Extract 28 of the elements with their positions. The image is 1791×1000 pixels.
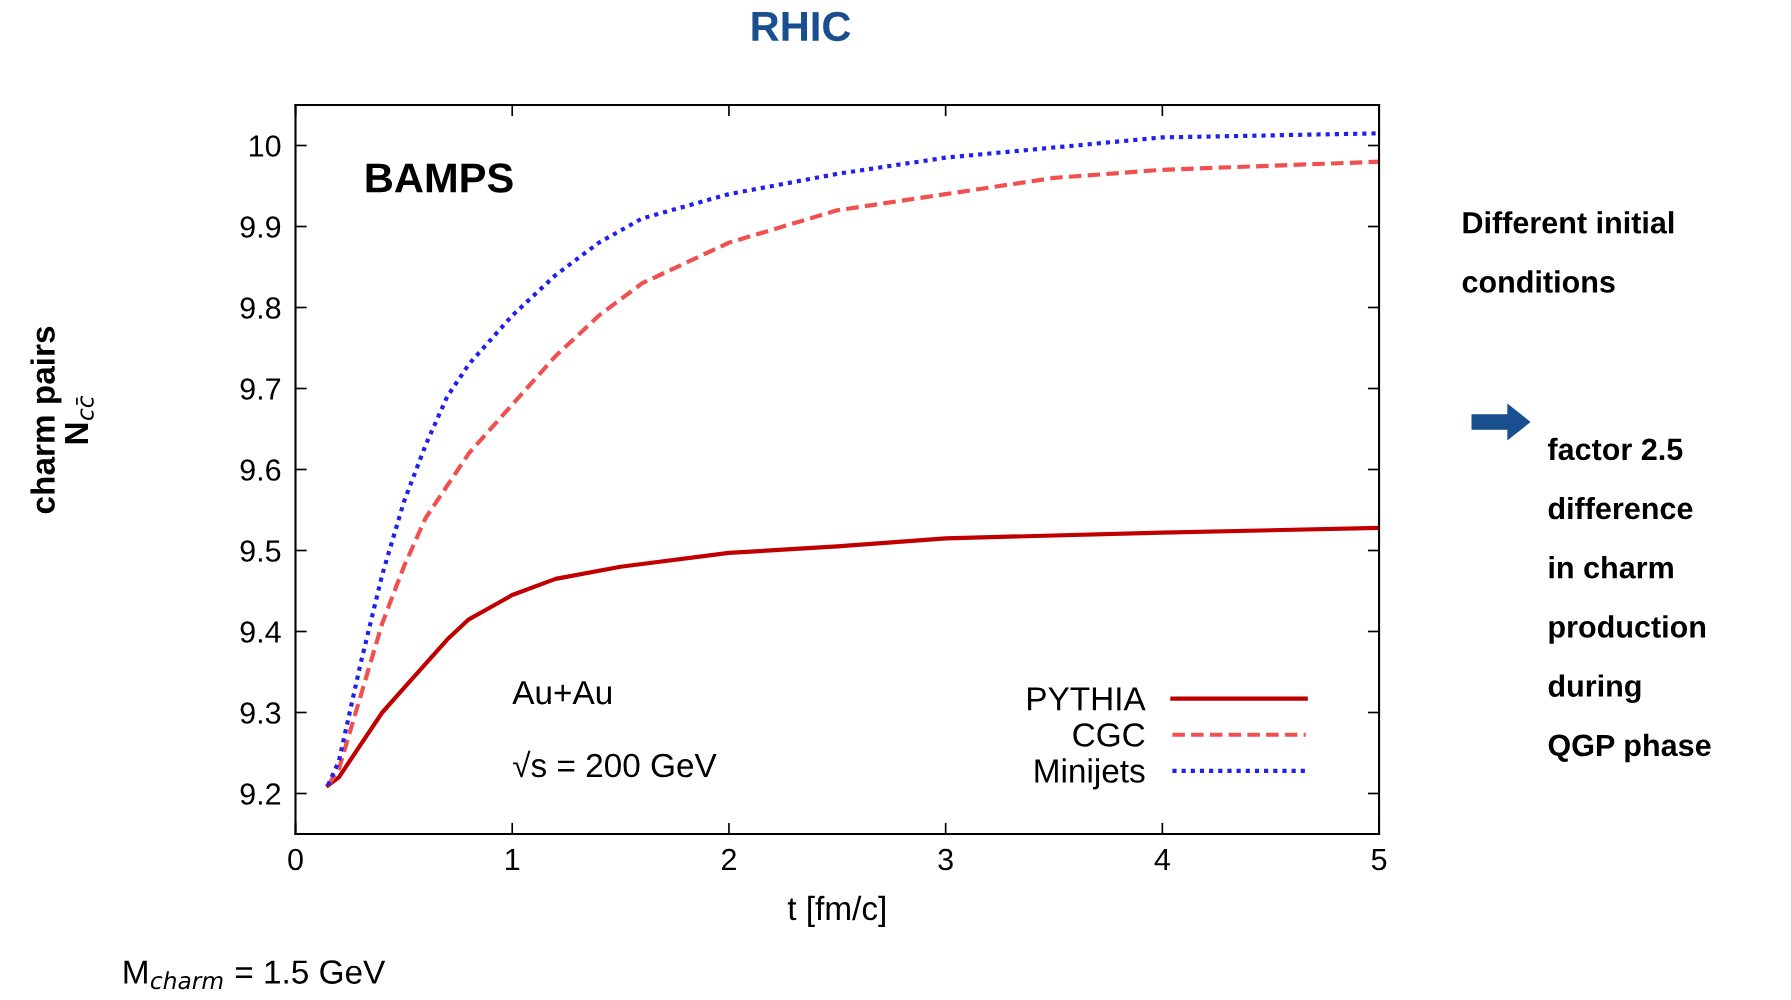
legend-label: CGC (1073, 723, 1145, 747)
x-tick-label: 4 (1154, 849, 1170, 871)
y-tick-label: 10 (249, 135, 281, 157)
y-tick-label: 9.5 (240, 540, 281, 562)
y-tick-label: 9.7 (240, 378, 281, 400)
x-tick-label: 3 (938, 848, 953, 871)
y-tick-label: 9.6 (240, 459, 281, 481)
annotation: √s = 200 GeV (513, 750, 717, 778)
x-tick-label: 2 (721, 848, 736, 871)
y-tick-label: 9.9 (240, 216, 281, 238)
y-tick-label: 9.3 (240, 702, 281, 724)
x-tick-label: 1 (506, 849, 520, 871)
line-series (325, 525, 1380, 788)
x-axis-title: t [fm/c] (787, 895, 885, 927)
x-tick-label: 5 (1371, 849, 1387, 871)
legend-label: PYTHIA (1028, 687, 1146, 711)
y-tick-label: 9.8 (240, 297, 281, 319)
text: Different initial conditions (1462, 211, 1674, 293)
legend-label: Minijets (1035, 758, 1145, 790)
text: M$_{charm}$ = 1.5 GeV (124, 960, 386, 990)
y-tick-label: 9.4 (240, 621, 281, 643)
y-tick-label: 9.2 (240, 783, 281, 805)
chart-title: RHIC (752, 11, 851, 42)
annotation: Au+Au (512, 681, 612, 705)
annotation: BAMPS (366, 163, 513, 193)
x-tick-label: 0 (288, 848, 303, 871)
y-axis-title: charm pairs N$_{cc̄}$ (30, 326, 94, 514)
text: factor 2.5 difference in charm production during QGP phase (1547, 437, 1711, 763)
